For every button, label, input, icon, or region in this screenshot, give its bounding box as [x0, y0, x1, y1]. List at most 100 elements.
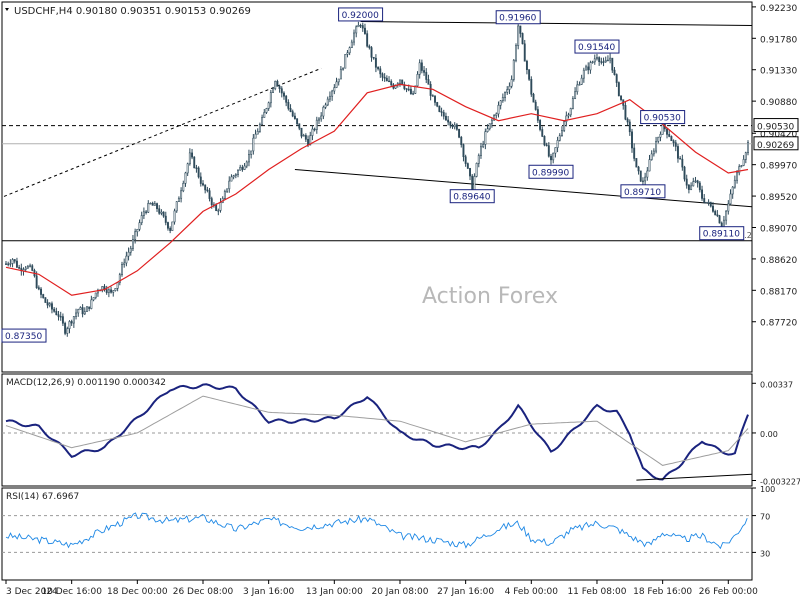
candle-body — [164, 215, 167, 223]
candle-body — [703, 198, 706, 203]
level-annotation-box — [528, 164, 574, 179]
candle-body — [442, 112, 445, 117]
candle-body — [580, 77, 583, 85]
candle-body — [210, 198, 213, 206]
candle-body — [670, 136, 673, 142]
candle-body — [335, 81, 338, 88]
candle-body — [550, 155, 552, 161]
candle-body — [674, 142, 677, 147]
candle-body — [530, 79, 533, 95]
candle-body — [171, 221, 174, 231]
candle-body — [258, 124, 261, 132]
candle-body — [477, 155, 480, 164]
candle-body — [405, 88, 408, 90]
candle-body — [72, 316, 75, 324]
candle-body — [495, 113, 498, 116]
candle-body — [447, 119, 450, 123]
price-tick-label: 0.88170 — [760, 287, 797, 297]
candle-body — [506, 89, 509, 93]
candle-body — [269, 92, 272, 104]
candle-body — [346, 52, 349, 55]
candle-body — [175, 201, 178, 212]
level-annotation-label: 0.92000 — [342, 11, 379, 21]
candle-body — [359, 24, 362, 27]
candle-body — [309, 135, 312, 146]
candle-body — [626, 118, 629, 123]
candle-body — [431, 95, 434, 97]
candle-body — [118, 274, 121, 283]
candle-body — [541, 129, 544, 137]
candle-body — [322, 106, 325, 117]
candle-body — [247, 154, 250, 163]
level-annotation-box — [338, 7, 384, 22]
x-tick-label: 10 Dec 16:00 — [41, 587, 102, 597]
candle-body — [631, 131, 633, 149]
candle-body — [250, 150, 253, 155]
candle-body — [685, 178, 688, 186]
candle-body — [160, 211, 163, 214]
trendline-2 — [294, 169, 752, 208]
candle-body — [353, 32, 355, 43]
level-annotation-box — [449, 189, 495, 204]
candle-body — [188, 152, 191, 165]
candle-body — [716, 214, 719, 216]
candle-body — [504, 91, 507, 98]
candle-body — [444, 115, 447, 121]
candle-body — [672, 140, 675, 144]
candle-body — [40, 288, 42, 295]
candle-body — [372, 56, 375, 59]
candle-body — [357, 24, 360, 28]
candle-body — [589, 62, 592, 71]
candle-body — [709, 201, 712, 207]
price-tick-label: 0.91330 — [760, 67, 797, 77]
candle-body — [639, 170, 642, 182]
candle-body — [79, 307, 82, 310]
level-annotation-box — [495, 10, 541, 25]
candle-body — [565, 115, 568, 123]
candle-body — [687, 184, 690, 190]
candle-body — [451, 125, 454, 128]
candle-body — [683, 166, 686, 180]
candle-body — [125, 255, 128, 264]
candle-body — [193, 156, 196, 169]
rsi-tick-label: 70 — [760, 513, 770, 522]
trendline-1 — [360, 21, 752, 26]
candle-body — [149, 202, 152, 205]
candle-body — [138, 222, 141, 230]
level-annotation-box — [620, 184, 666, 199]
candle-body — [110, 289, 113, 293]
candle-body — [311, 128, 314, 136]
level-annotation-label: 0.91540 — [578, 43, 615, 53]
candle-body — [300, 127, 303, 137]
candle-body — [388, 80, 390, 83]
candle-body — [434, 96, 436, 103]
candle-body — [348, 47, 351, 54]
candle-body — [598, 57, 601, 62]
candle-body — [666, 128, 668, 135]
candle-body — [460, 136, 463, 145]
candle-body — [302, 135, 305, 137]
level-annotation-box — [1, 328, 47, 343]
price-tick-label: 0.89970 — [760, 162, 797, 172]
candle-body — [296, 118, 299, 125]
candle-body — [145, 211, 148, 213]
candle-body — [714, 211, 717, 216]
candle-body — [55, 311, 58, 316]
candle-body — [140, 215, 143, 223]
candle-body — [547, 145, 550, 157]
candle-body — [609, 57, 612, 61]
candle-body — [35, 275, 38, 288]
candle-body — [637, 166, 640, 172]
candle-body — [635, 158, 638, 168]
candle-body — [136, 229, 139, 233]
candle-body — [232, 175, 235, 178]
candle-body — [320, 115, 323, 120]
candle-body — [57, 314, 60, 317]
panel-frame-1 — [1, 373, 753, 487]
candle-body — [26, 266, 29, 269]
candle-body — [534, 101, 537, 110]
candle-body — [331, 90, 334, 97]
candle-body — [701, 189, 703, 199]
candle-body — [585, 66, 587, 71]
